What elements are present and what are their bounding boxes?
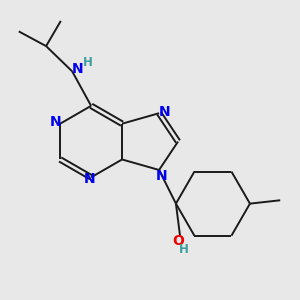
Text: N: N [159, 104, 171, 118]
Text: N: N [84, 172, 95, 186]
Text: N: N [49, 115, 61, 129]
Text: H: H [178, 243, 188, 256]
Text: H: H [83, 56, 93, 69]
Text: N: N [155, 169, 167, 183]
Text: N: N [72, 62, 83, 76]
Text: O: O [172, 234, 184, 248]
